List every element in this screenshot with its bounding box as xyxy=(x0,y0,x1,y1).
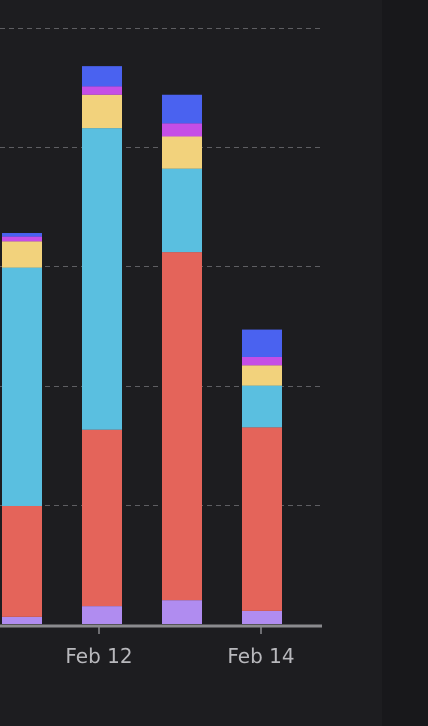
bar-segment-3-0[interactable] xyxy=(242,610,282,624)
bar-segment-1-0[interactable] xyxy=(82,606,122,624)
bar-segment-0-1[interactable] xyxy=(2,505,42,617)
x-tick-label-3: Feb 14 xyxy=(227,644,294,668)
x-tick-label-1: Feb 12 xyxy=(65,644,132,668)
bar-segment-1-2[interactable] xyxy=(82,128,122,430)
bar-segment-3-1[interactable] xyxy=(242,427,282,611)
bar-segment-1-3[interactable] xyxy=(82,94,122,129)
bar-segment-1-4[interactable] xyxy=(82,86,122,95)
bar-segment-0-4[interactable] xyxy=(2,236,42,242)
bar-segment-3-3[interactable] xyxy=(242,365,282,386)
bar-segment-0-5[interactable] xyxy=(2,233,42,237)
bar-segment-3-5[interactable] xyxy=(242,329,282,357)
bar-segment-0-3[interactable] xyxy=(2,241,42,268)
bar-segment-3-2[interactable] xyxy=(242,385,282,428)
stacked-bar-chart: Feb 12 Feb 14 xyxy=(0,28,322,668)
side-panel xyxy=(382,0,428,726)
bar-segment-2-5[interactable] xyxy=(162,94,202,124)
bar-segment-2-2[interactable] xyxy=(162,168,202,253)
bar-segment-3-4[interactable] xyxy=(242,356,282,366)
bar-segment-2-3[interactable] xyxy=(162,136,202,169)
bar-segment-1-1[interactable] xyxy=(82,429,122,607)
bar-segment-2-4[interactable] xyxy=(162,123,202,137)
bar-segment-0-2[interactable] xyxy=(2,267,42,506)
bar-layer xyxy=(2,66,282,624)
bar-segment-0-0[interactable] xyxy=(2,616,42,624)
bar-segment-2-1[interactable] xyxy=(162,252,202,601)
tick-layer: Feb 12 Feb 14 xyxy=(65,627,295,668)
bar-segment-2-0[interactable] xyxy=(162,600,202,624)
chart-panel: Feb 12 Feb 14 xyxy=(0,28,322,668)
bar-segment-1-5[interactable] xyxy=(82,66,122,87)
